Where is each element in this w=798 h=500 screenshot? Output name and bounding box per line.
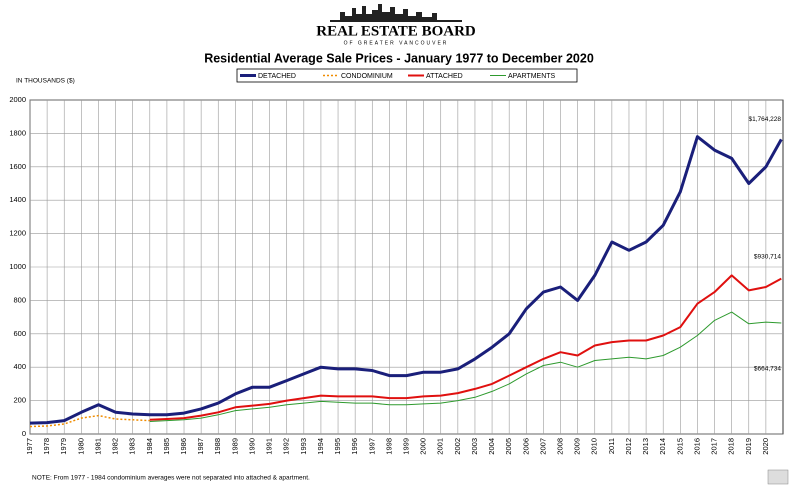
x-tick-label: 2008	[556, 438, 565, 455]
x-tick-label: 1981	[93, 438, 102, 455]
legend-label: ATTACHED	[426, 73, 463, 80]
x-tick-label: 1977	[25, 438, 34, 455]
value-annotation: $664,734	[754, 366, 781, 373]
x-tick-label: 1988	[213, 438, 222, 455]
x-tick-label: 1983	[128, 438, 137, 455]
x-tick-label: 2015	[675, 438, 684, 455]
x-tick-label: 2014	[658, 438, 667, 455]
x-tick-label: 2001	[436, 438, 445, 455]
x-tick-label: 1998	[384, 438, 393, 455]
x-tick-label: 1994	[316, 438, 325, 455]
x-tick-label: 1993	[299, 438, 308, 455]
x-tick-label: 1997	[367, 438, 376, 455]
x-tick-label: 2012	[624, 438, 633, 455]
y-tick-label: 1200	[9, 229, 26, 238]
x-tick-label: 1978	[42, 438, 51, 455]
legend-label: CONDOMINIUM	[341, 73, 393, 80]
logo: REAL ESTATE BOARD OF GREATER VANCOUVER	[316, 4, 476, 46]
x-tick-label: 1989	[230, 438, 239, 455]
logo-name: REAL ESTATE BOARD	[316, 23, 476, 39]
x-tick-label: 2019	[744, 438, 753, 455]
series-line	[29, 135, 783, 425]
legend-label: APARTMENTS	[508, 73, 556, 80]
x-tick-label: 1990	[247, 438, 256, 455]
y-axis-label: IN THOUSANDS ($)	[16, 78, 75, 85]
note: NOTE: From 1977 - 1984 condominium avera…	[32, 475, 310, 482]
logo-subtitle: OF GREATER VANCOUVER	[344, 40, 449, 46]
value-annotation: $930,714	[754, 253, 781, 260]
y-tick-label: 200	[13, 396, 26, 405]
x-tick-label: 1984	[145, 438, 154, 455]
x-tick-label: 1991	[265, 438, 274, 455]
y-tick-label: 800	[13, 295, 26, 304]
series-line	[29, 414, 150, 428]
logo-skyline	[330, 4, 462, 22]
series-line	[149, 274, 782, 421]
x-tick-label: 2004	[487, 438, 496, 455]
footer-logo	[767, 469, 789, 485]
x-tick-label: 2005	[504, 438, 513, 455]
x-tick-label: 1992	[282, 438, 291, 455]
y-tick-label: 1600	[9, 162, 26, 171]
y-tick-label: 2000	[9, 95, 26, 104]
y-tick-label: 0	[22, 429, 26, 438]
legend-box	[236, 68, 578, 83]
y-tick-label: 1400	[9, 195, 26, 204]
x-tick-label: 2013	[641, 438, 650, 455]
x-tick-label: 2020	[761, 438, 770, 455]
x-tick-label: 1995	[333, 438, 342, 455]
chart-title: Residential Average Sale Prices - Januar…	[204, 51, 594, 65]
x-tick-label: 1985	[162, 438, 171, 455]
x-tick-label: 1979	[59, 438, 68, 455]
x-tick-label: 1986	[179, 438, 188, 455]
x-tick-label: 2002	[453, 438, 462, 455]
value-annotation: $1,764,228	[748, 116, 781, 123]
y-tick-label: 600	[13, 329, 26, 338]
x-tick-label: 2011	[607, 438, 616, 454]
legend-label: DETACHED	[258, 73, 296, 80]
x-tick-label: 2010	[590, 438, 599, 455]
x-tick-label: 2017	[710, 438, 719, 455]
x-tick-label: 2016	[692, 438, 701, 455]
x-tick-label: 1982	[111, 438, 120, 455]
x-tick-label: 1987	[196, 438, 205, 455]
series-line	[149, 311, 782, 422]
x-tick-label: 2000	[419, 438, 428, 455]
y-tick-label: 400	[13, 362, 26, 371]
x-tick-label: 2003	[470, 438, 479, 455]
x-tick-label: 1999	[401, 438, 410, 455]
x-tick-label: 2009	[573, 438, 582, 455]
x-tick-label: 2006	[521, 438, 530, 455]
x-tick-label: 2007	[538, 438, 547, 455]
x-tick-label: 2018	[727, 438, 736, 455]
y-tick-label: 1000	[9, 262, 26, 271]
y-tick-label: 1800	[9, 128, 26, 137]
x-tick-label: 1996	[350, 438, 359, 455]
x-tick-label: 1980	[76, 438, 85, 455]
